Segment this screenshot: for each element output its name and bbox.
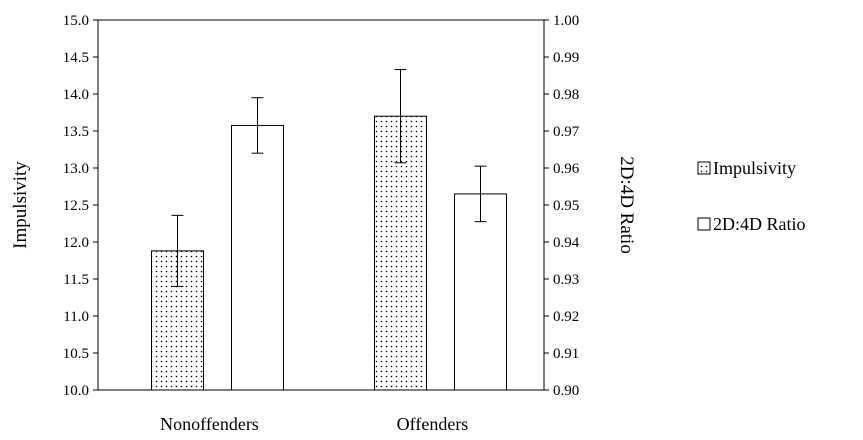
right-tick-label: 1.00 — [553, 13, 579, 29]
left-tick-label: 12.0 — [63, 235, 89, 251]
right-tick-label: 0.93 — [553, 272, 579, 288]
left-tick-label: 12.5 — [63, 198, 89, 214]
right-tick-label: 0.96 — [553, 161, 580, 177]
right-tick-label: 0.97 — [553, 124, 580, 140]
left-tick-label: 10.5 — [63, 346, 89, 362]
left-tick-label: 13.5 — [63, 124, 89, 140]
category-label: Nonoffenders — [160, 414, 259, 434]
right-tick-label: 0.99 — [553, 50, 579, 66]
legend-swatch — [697, 217, 711, 231]
bar-2d-4d-ratio-offenders — [454, 193, 507, 391]
left-tick-label: 11.5 — [63, 272, 89, 288]
legend-label: Impulsivity — [713, 158, 796, 178]
right-axis-title: 2D:4D Ratio — [616, 156, 637, 254]
right-tick-label: 0.98 — [553, 87, 579, 103]
left-tick-label: 10.0 — [63, 383, 89, 399]
category-label: Offenders — [397, 414, 469, 434]
bar-2d-4d-ratio-nonoffenders — [231, 124, 284, 391]
right-tick-label: 0.94 — [553, 235, 580, 251]
left-tick-label: 15.0 — [63, 13, 89, 29]
legend-swatch — [697, 161, 711, 175]
left-axis-title: Impulsivity — [10, 161, 31, 249]
right-tick-label: 0.90 — [553, 383, 579, 399]
left-tick-label: 11.0 — [63, 309, 89, 325]
left-tick-label: 14.5 — [63, 50, 89, 66]
right-tick-label: 0.91 — [553, 346, 579, 362]
left-tick-label: 14.0 — [63, 87, 89, 103]
legend: Impulsivity 2D:4D Ratio — [697, 158, 806, 234]
legend-label: 2D:4D Ratio — [713, 214, 806, 234]
left-tick-label: 13.0 — [63, 161, 89, 177]
right-tick-label: 0.95 — [553, 198, 579, 214]
right-tick-label: 0.92 — [553, 309, 579, 325]
